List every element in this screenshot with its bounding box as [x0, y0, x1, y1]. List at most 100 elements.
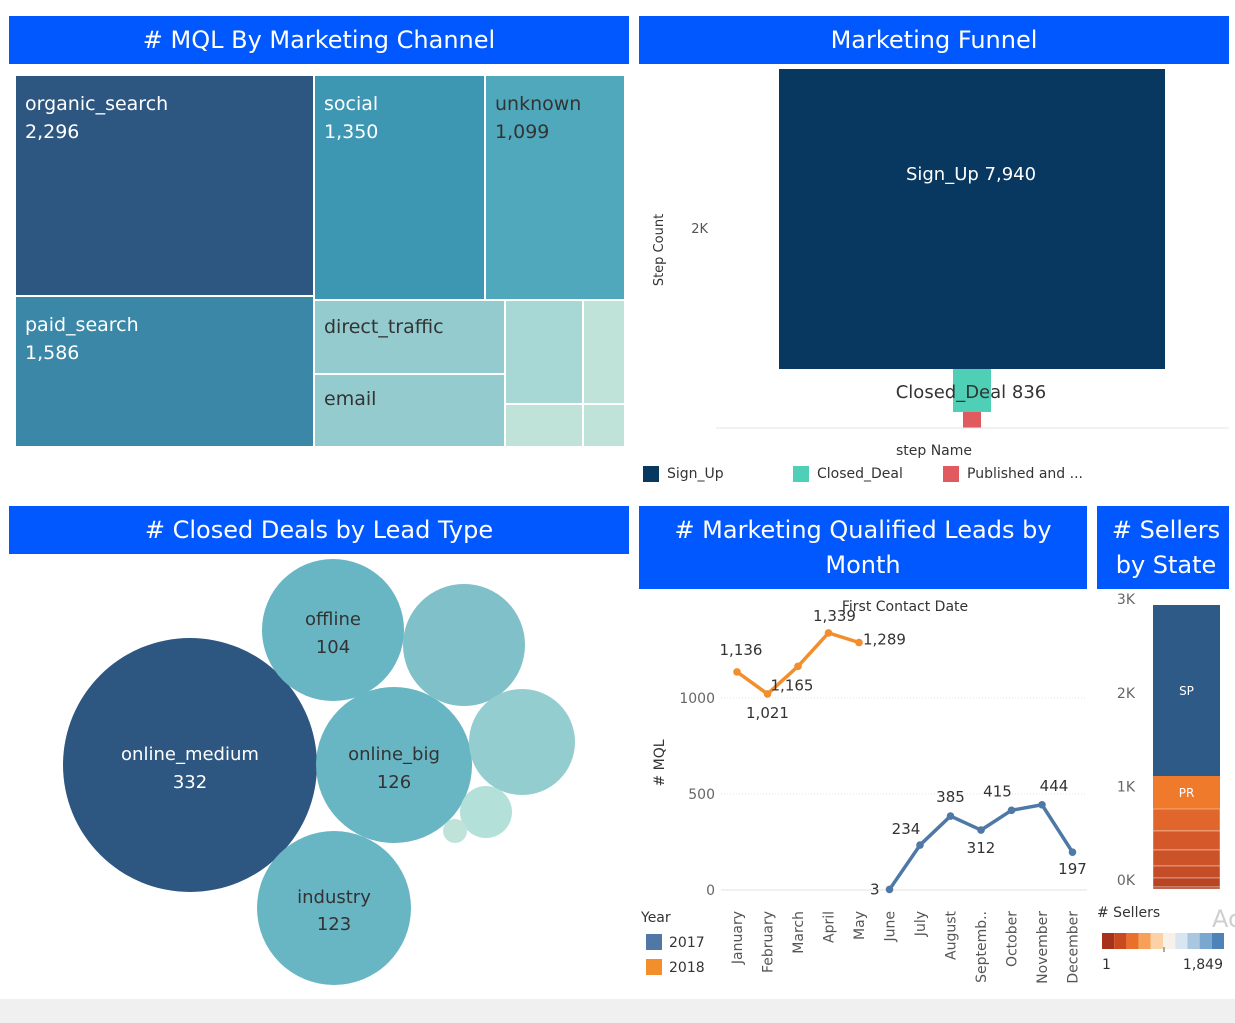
- line-data-label: 3: [870, 880, 880, 898]
- sellers-bar-label: PR: [1179, 786, 1195, 800]
- bubble-online-medium[interactable]: [63, 638, 317, 892]
- legend-item-closed-deal[interactable]: Closed_Deal: [793, 466, 903, 482]
- swatch: [643, 466, 659, 482]
- mql-month-title: # Marketing Qualified Leads by Month: [639, 506, 1087, 589]
- mql-channel-treemap: organic_search 2,296 social 1,350 unknown 1…: [15, 75, 625, 447]
- mql-channel-title: # MQL By Marketing Channel: [9, 16, 629, 64]
- sellers-legend-swatch: [1114, 933, 1127, 949]
- sellers-legend-swatch: [1163, 933, 1176, 949]
- treemap-label: organic_search: [25, 93, 169, 115]
- line-data-label: 385: [936, 788, 965, 806]
- legend-swatch-2018: [646, 959, 662, 975]
- funnel-bar-published[interactable]: [963, 412, 981, 428]
- line-point[interactable]: [794, 662, 802, 671]
- legend-item-sign-up[interactable]: Sign_Up: [643, 466, 724, 482]
- sellers-y-tick: 2K: [1117, 686, 1136, 702]
- sellers-bar-segment[interactable]: [1152, 886, 1221, 890]
- line-point[interactable]: [824, 629, 833, 637]
- bubble-offline[interactable]: [262, 559, 404, 701]
- bubble-value-offline: 104: [316, 637, 350, 658]
- bubble-value-online-big: 126: [377, 772, 411, 793]
- line-point[interactable]: [946, 812, 955, 820]
- sellers-bar-segment[interactable]: [1152, 830, 1221, 851]
- line-point[interactable]: [885, 885, 894, 894]
- sellers-bar-label: SP: [1179, 684, 1194, 698]
- funnel-chart: 2K4K6K Step Count Sign_Up 7,940 Closed_D…: [652, 69, 1229, 459]
- treemap-label: direct_traffic: [324, 316, 444, 338]
- bubble-unlabeled-1[interactable]: [403, 584, 525, 706]
- treemap-cell-small-3[interactable]: [505, 404, 583, 447]
- treemap-label: unknown: [495, 93, 582, 115]
- treemap-cell-small-2[interactable]: [583, 300, 625, 404]
- bubble-unlabeled-3[interactable]: [460, 786, 512, 838]
- line-data-label: 1,289: [863, 631, 906, 649]
- line-x-tick: December: [1066, 911, 1082, 984]
- line-y-tick: 500: [688, 787, 715, 803]
- treemap-cell-small-1[interactable]: [505, 300, 583, 404]
- bottom-strip: [0, 999, 1235, 1023]
- treemap-cell-paid-search[interactable]: paid_search 1,586: [15, 296, 314, 447]
- bubble-unlabeled-2[interactable]: [469, 689, 575, 795]
- treemap-value: 1,586: [25, 342, 80, 364]
- funnel-bar-sign-up[interactable]: [779, 69, 1165, 369]
- treemap-value: 1,350: [324, 121, 379, 143]
- treemap-cell-direct-traffic[interactable]: direct_traffic: [314, 300, 505, 374]
- sellers-legend-swatch: [1102, 933, 1115, 949]
- treemap-cell-small-4[interactable]: [583, 404, 625, 447]
- line-point[interactable]: [916, 841, 924, 849]
- treemap-label: paid_search: [25, 314, 139, 336]
- treemap-cell-social[interactable]: social 1,350: [314, 75, 485, 300]
- bubble-label-online-medium: online_medium: [121, 744, 259, 765]
- mql-month-line-chart: First Contact Date # MQL 0 500 1000 Januar…: [640, 599, 1087, 984]
- bubble-online-big[interactable]: [316, 687, 472, 843]
- sellers-legend-swatch: [1175, 933, 1188, 949]
- sellers-bar-segment[interactable]: [1152, 865, 1221, 879]
- sellers-legend-swatch: [1199, 933, 1212, 949]
- legend-label-2017[interactable]: 2017: [669, 935, 705, 951]
- funnel-bar-closed-deal[interactable]: [953, 369, 991, 412]
- bubble-unlabeled-4[interactable]: [443, 819, 467, 843]
- line-x-tick: June: [883, 911, 899, 943]
- line-x-tick: February: [761, 911, 777, 973]
- sellers-y-tick: 0K: [1117, 873, 1136, 889]
- line-point[interactable]: [977, 826, 985, 834]
- line-y-tick: 0: [706, 883, 715, 899]
- sellers-bar-segment[interactable]: [1152, 808, 1221, 832]
- treemap-label: social: [324, 93, 379, 115]
- funnel-label-sign-up: Sign_Up 7,940: [906, 164, 1036, 185]
- line-y-tick: 1000: [679, 691, 715, 707]
- sellers-bar-PR[interactable]: [1153, 776, 1220, 809]
- watermark-text: Ac: [1212, 905, 1235, 933]
- line-point[interactable]: [1007, 806, 1016, 815]
- treemap-cell-organic-search[interactable]: organic_search 2,296: [15, 75, 314, 296]
- treemap-value: 1,099: [495, 121, 550, 143]
- sellers-y-tick: 1K: [1117, 779, 1136, 795]
- bubble-industry[interactable]: [257, 831, 411, 985]
- swatch: [943, 466, 959, 482]
- treemap-cell-unknown[interactable]: unknown 1,099: [485, 75, 625, 300]
- line-data-label: 1,339: [813, 607, 856, 625]
- line-chart-y-axis-label: # MQL: [652, 739, 668, 786]
- line-point[interactable]: [733, 668, 741, 676]
- line-data-label: 1,021: [746, 704, 789, 722]
- line-x-tick: May: [852, 911, 868, 940]
- legend-item-published[interactable]: Published and ...: [943, 466, 1083, 482]
- line-data-label: 234: [892, 820, 921, 838]
- sellers-bar-segment[interactable]: [1152, 849, 1221, 867]
- line-point[interactable]: [1038, 800, 1046, 809]
- line-point[interactable]: [1068, 848, 1077, 856]
- line-x-tick: November: [1035, 911, 1051, 984]
- funnel-title: Marketing Funnel: [639, 16, 1229, 64]
- legend-label-2018[interactable]: 2018: [669, 960, 705, 976]
- line-data-label: 312: [967, 839, 996, 857]
- sellers-legend-min: 1: [1102, 957, 1111, 973]
- line-point[interactable]: [763, 690, 772, 698]
- legend-swatch-2017: [646, 934, 662, 950]
- line-point[interactable]: [855, 638, 863, 647]
- treemap-cell-email[interactable]: email: [314, 374, 505, 447]
- sellers-bar-segment[interactable]: [1152, 877, 1221, 888]
- treemap-value: 2,296: [25, 121, 80, 143]
- sellers-bar-SP[interactable]: [1153, 605, 1220, 776]
- sellers-legend-swatch: [1211, 933, 1224, 949]
- line-x-tick: April: [822, 911, 838, 943]
